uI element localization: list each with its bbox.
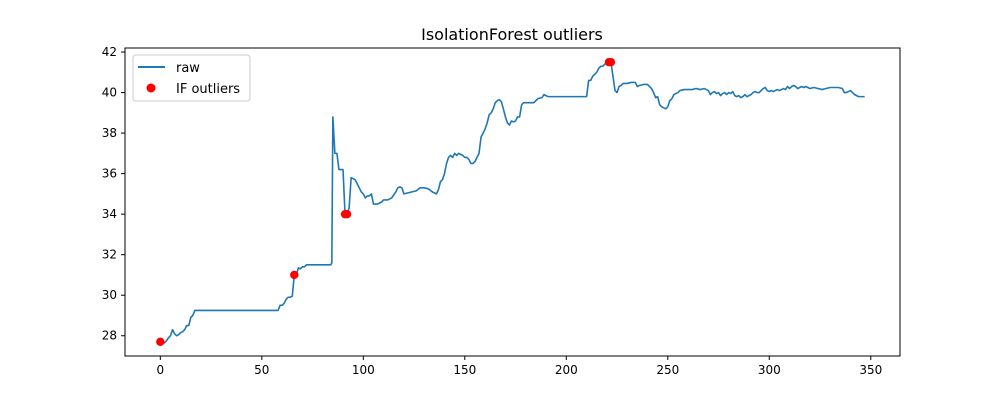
x-tick-label: 250	[656, 363, 679, 377]
y-axis: 28 30 32 34 36 38 40 42	[102, 45, 125, 343]
series-line-raw	[160, 61, 865, 344]
y-tick-label: 32	[102, 248, 117, 262]
x-tick-label: 350	[859, 363, 882, 377]
x-tick-label: 0	[156, 363, 164, 377]
y-tick-label: 38	[102, 126, 117, 140]
legend: raw IF outliers	[132, 54, 251, 102]
plot-area	[125, 48, 900, 356]
plot-frame	[124, 47, 901, 357]
x-tick-label: 300	[758, 363, 781, 377]
y-tick-label: 40	[102, 86, 117, 100]
y-tick-label: 36	[102, 167, 117, 181]
x-tick-label: 50	[254, 363, 269, 377]
x-tick-label: 200	[555, 363, 578, 377]
x-tick-label: 150	[453, 363, 476, 377]
y-tick-label: 28	[102, 329, 117, 343]
x-axis: 0 50 100 150 200 250 300 350	[156, 356, 882, 377]
legend-label-outliers: IF outliers	[176, 82, 240, 97]
y-tick-label: 30	[102, 288, 117, 302]
x-tick-label: 100	[352, 363, 375, 377]
chart-title: IsolationForest outliers	[421, 25, 603, 44]
outlier-point	[156, 337, 165, 347]
y-tick-label: 34	[102, 207, 117, 221]
legend-marker-outliers	[146, 83, 156, 93]
y-tick-label: 42	[102, 45, 117, 59]
series-layer	[156, 57, 865, 347]
outlier-point	[606, 57, 616, 67]
legend-label-raw: raw	[176, 61, 200, 76]
outlier-point	[342, 209, 352, 219]
outlier-point	[290, 270, 299, 280]
